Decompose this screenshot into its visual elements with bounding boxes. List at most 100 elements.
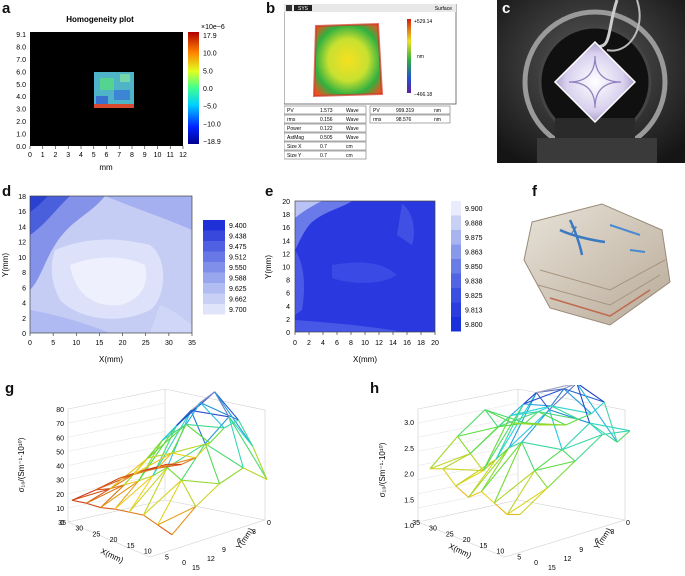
panel-a-xlabel: mm: [99, 163, 113, 172]
mesh-edge: [138, 439, 163, 482]
mesh-edge: [589, 422, 618, 443]
tick-label: 10: [496, 549, 504, 556]
gridline: [417, 473, 519, 494]
mesh-edge: [495, 447, 510, 460]
tick-label: 9: [222, 547, 226, 554]
panel-b-menu-icon[interactable]: [286, 5, 292, 11]
panel-e-legend: 9.900 9.888 9.875 9.863 9.850 9.838 9.825 9.813…: [451, 201, 483, 332]
tick-label: 11: [167, 152, 174, 159]
mesh-edge: [442, 453, 471, 470]
mesh-edge: [510, 403, 524, 416]
panel-h-x-ticks: 35 30 25 20 15 10 5 0: [412, 520, 538, 567]
gridline: [67, 402, 166, 424]
mesh-edge: [484, 409, 499, 428]
panel-b-sys-tab[interactable]: [294, 5, 312, 11]
panel-a-cbar-unit: ×10e−6: [201, 24, 225, 31]
legend-label: 9.550: [229, 265, 247, 272]
table-row: [284, 105, 367, 115]
panel-g-xlabel: X(mm): [99, 547, 125, 565]
tick-label: 12: [564, 556, 572, 563]
legend-label: 9.400: [229, 223, 247, 230]
panel-h-3d-wireframe: 1.01.52.02.53.0 σ₁₀/(Sm⁻¹·10¹⁰) 35302520…: [378, 385, 631, 572]
tick-label: 16: [282, 225, 290, 232]
tick-label: 30: [429, 526, 437, 533]
mesh-edge: [166, 467, 182, 481]
mesh-edge: [133, 452, 173, 475]
mesh-edge: [129, 511, 144, 516]
mesh-edge: [243, 467, 268, 480]
mesh-edge: [195, 483, 220, 507]
mesh-edge: [577, 385, 618, 443]
legend-label: 9.813: [465, 308, 483, 315]
tick-label: 0: [626, 520, 630, 527]
tick-label: 12: [179, 152, 187, 159]
tick-label: 30: [75, 526, 83, 533]
mesh-edge: [550, 405, 579, 420]
mesh-edge: [510, 405, 552, 416]
mesh-edge: [147, 423, 187, 459]
mesh-edge: [195, 442, 211, 459]
legend-label: 9.438: [229, 234, 247, 241]
legend-swatch: [451, 273, 461, 288]
panel-label-d: d: [2, 183, 12, 200]
panel-h-surface-mesh: [429, 385, 631, 515]
gridline: [67, 445, 166, 466]
tick-label: 20: [119, 340, 127, 347]
legend-swatch: [203, 230, 225, 241]
tick-label: 18: [18, 194, 26, 201]
legend-swatch: [451, 201, 461, 216]
tick-label: 12: [18, 240, 26, 247]
table-cell: Wave: [346, 126, 359, 132]
svg-text:Z: Z: [570, 224, 577, 238]
tick-label: 0: [286, 330, 290, 337]
mesh-edge: [495, 392, 537, 460]
tick-label: 6.0: [16, 69, 26, 76]
mesh-edge: [538, 411, 579, 420]
mesh-edge: [495, 403, 525, 460]
mesh-edge: [535, 392, 550, 411]
legend-label: 9.662: [229, 297, 247, 304]
tick-label: 0: [534, 560, 538, 567]
table-cell: 0.156: [320, 117, 333, 123]
tick-label: 12: [282, 251, 290, 258]
mesh-edge: [497, 415, 512, 428]
mesh-edge: [124, 480, 139, 486]
panel-e-contour-plot: 0 2 4 6 8 10 12 14 16 18 20 0 2 4 6 8 10 12 14 16 18 20 X(mm…: [264, 199, 483, 364]
tick-label: 17.9: [203, 33, 217, 40]
legend-swatch: [451, 215, 461, 230]
panel-a-y-ticks: 9.1 8.0 7.0 6.0 5.0 4.0 3.0 2.0 1.0 0.0: [16, 32, 26, 151]
table-row: [284, 123, 367, 133]
table-cell: Wave: [346, 117, 359, 123]
table-cell: PV: [373, 108, 380, 114]
tick-label: 25: [142, 340, 150, 347]
tick-label: 20: [431, 340, 439, 347]
legend-swatch: [451, 302, 461, 317]
legend-swatch: [203, 304, 225, 315]
mesh-edge: [457, 426, 498, 437]
tick-label: 20: [463, 537, 471, 544]
table-cell: cm: [346, 153, 353, 159]
mesh-edge: [71, 488, 111, 501]
mesh-edge: [603, 401, 618, 443]
mesh-edge: [162, 423, 187, 441]
panel-label-e: e: [265, 183, 274, 200]
mesh-edge: [468, 491, 482, 498]
tick-label: 9: [579, 547, 583, 554]
mesh-edge: [204, 443, 221, 484]
tick-label: 2: [22, 316, 26, 323]
tick-label: 12: [207, 556, 215, 563]
table-cell: 0.505: [320, 135, 333, 141]
tick-label: 2.5: [404, 446, 414, 453]
panel-e-y-ticks: 0 2 4 6 8 10 12 14 16 18 20: [282, 199, 290, 337]
table-cell: Size Y: [287, 153, 302, 159]
tick-label: 30: [165, 340, 173, 347]
mesh-edge: [563, 388, 605, 403]
legend-swatch: [203, 241, 225, 252]
panel-a-title: Homogeneity plot: [66, 15, 134, 24]
panel-b-colorbar: [407, 19, 411, 93]
tick-label: 50: [56, 449, 64, 456]
table-cell: nm: [434, 108, 441, 114]
tick-label: 15: [192, 565, 200, 572]
legend-swatch: [451, 244, 461, 259]
tick-label: 4: [321, 340, 325, 347]
